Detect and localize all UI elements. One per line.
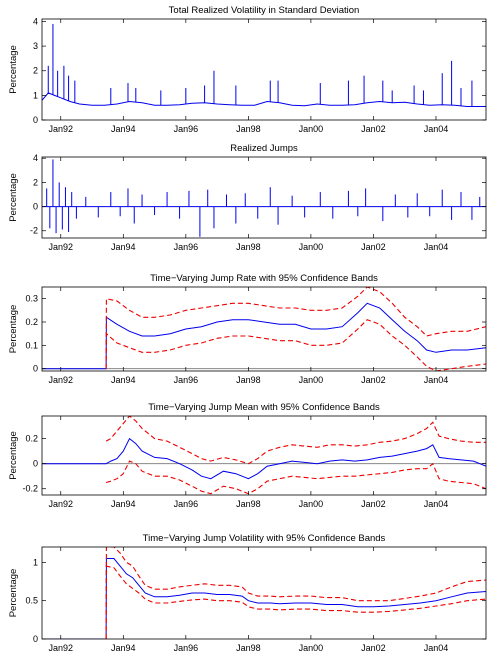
x-tick-label: Jan98 bbox=[236, 375, 261, 385]
y-tick-label: 1 bbox=[33, 557, 38, 567]
x-tick-label: Jan92 bbox=[48, 375, 73, 385]
x-tick-label: Jan94 bbox=[111, 499, 136, 509]
plot-frame bbox=[41, 286, 487, 372]
x-tick-label: Jan98 bbox=[236, 242, 261, 252]
y-tick-label: 0.5 bbox=[25, 596, 38, 606]
y-tick-label: 0.3 bbox=[25, 294, 38, 304]
chart-panel-1: Total Realized Volatility in Standard De… bbox=[8, 5, 487, 134]
chart-panel-2: Realized Jumps Percentage Jan92 Jan94 Jan96 J… bbox=[8, 143, 487, 252]
x-tick-label: Jan02 bbox=[361, 499, 386, 509]
chart-panel-4: Time−Varying Jump Mean with 95% Confiden… bbox=[8, 402, 487, 509]
chart-title: Time−Varying Jump Rate with 95% Confiden… bbox=[150, 273, 378, 284]
series-line bbox=[42, 437, 486, 480]
x-tick-label: Jan02 bbox=[361, 242, 386, 252]
x-tick-label: Jan98 bbox=[236, 124, 261, 134]
series-line bbox=[42, 302, 486, 370]
x-tick-label: Jan94 bbox=[111, 375, 136, 385]
x-tick-label: Jan94 bbox=[111, 124, 136, 134]
y-tick-label: 0.2 bbox=[25, 434, 38, 444]
plot-area bbox=[42, 159, 486, 237]
y-tick-label: 0 bbox=[33, 202, 38, 212]
x-tick-label: Jan04 bbox=[424, 375, 449, 385]
x-tick-label: Jan00 bbox=[299, 375, 324, 385]
y-axis-label: Percentage bbox=[8, 173, 19, 222]
plot-frame bbox=[41, 156, 487, 239]
y-axis-label: Percentage bbox=[8, 569, 19, 618]
x-tick-label: Jan02 bbox=[361, 375, 386, 385]
confidence-band-line bbox=[105, 547, 486, 639]
chart-title: Time−Varying Jump Mean with 95% Confiden… bbox=[148, 402, 380, 413]
y-tick-label: 2 bbox=[33, 177, 38, 187]
x-tick-label: Jan96 bbox=[174, 242, 199, 252]
x-tick-label: Jan92 bbox=[48, 643, 73, 653]
y-axis-label: Percentage bbox=[8, 45, 19, 94]
x-tick-label: Jan92 bbox=[48, 499, 73, 509]
y-tick-label: 0 bbox=[33, 634, 38, 644]
plot-frame bbox=[41, 546, 487, 640]
x-tick-label: Jan04 bbox=[424, 242, 449, 252]
chart-panel-5: Time−Varying Jump Volatility with 95% Co… bbox=[8, 533, 487, 653]
y-tick-label: 1 bbox=[33, 90, 38, 100]
y-tick-label: 0 bbox=[33, 115, 38, 125]
series-line bbox=[42, 558, 486, 639]
plot-area bbox=[42, 23, 486, 107]
x-tick-label: Jan94 bbox=[111, 643, 136, 653]
x-tick-label: Jan00 bbox=[299, 124, 324, 134]
chart-title: Realized Jumps bbox=[230, 143, 298, 154]
x-tick-label: Jan96 bbox=[174, 499, 199, 509]
plot-area bbox=[42, 287, 486, 371]
plot-frame bbox=[41, 18, 487, 121]
x-tick-label: Jan02 bbox=[361, 124, 386, 134]
x-tick-label: Jan98 bbox=[236, 643, 261, 653]
series-line bbox=[42, 92, 486, 107]
x-tick-label: Jan02 bbox=[361, 643, 386, 653]
y-tick-label: -2 bbox=[30, 226, 38, 236]
y-tick-label: 2 bbox=[33, 66, 38, 76]
plot-area bbox=[42, 416, 486, 495]
y-tick-label: 0 bbox=[33, 459, 38, 469]
y-tick-label: 3 bbox=[33, 41, 38, 51]
x-tick-label: Jan96 bbox=[174, 643, 199, 653]
x-tick-label: Jan98 bbox=[236, 499, 261, 509]
x-tick-label: Jan92 bbox=[48, 124, 73, 134]
x-tick-label: Jan00 bbox=[299, 242, 324, 252]
y-tick-label: -0.2 bbox=[22, 484, 38, 494]
y-tick-label: 0.2 bbox=[25, 317, 38, 327]
x-tick-label: Jan04 bbox=[424, 643, 449, 653]
x-tick-label: Jan04 bbox=[424, 124, 449, 134]
chart-title: Time−Varying Jump Volatility with 95% Co… bbox=[143, 533, 386, 544]
confidence-band-line bbox=[105, 416, 486, 465]
x-tick-label: Jan92 bbox=[48, 242, 73, 252]
x-tick-label: Jan00 bbox=[299, 499, 324, 509]
plot-frame bbox=[41, 415, 487, 496]
chart-panel-3: Time−Varying Jump Rate with 95% Confiden… bbox=[8, 273, 487, 385]
confidence-band-line bbox=[105, 460, 486, 495]
y-tick-label: 4 bbox=[33, 16, 38, 26]
y-axis-label: Percentage bbox=[8, 305, 19, 354]
x-tick-label: Jan94 bbox=[111, 242, 136, 252]
chart-title: Total Realized Volatility in Standard De… bbox=[169, 5, 360, 16]
x-tick-label: Jan00 bbox=[299, 643, 324, 653]
x-tick-label: Jan96 bbox=[174, 124, 199, 134]
y-axis-label: Percentage bbox=[8, 431, 19, 480]
x-tick-label: Jan96 bbox=[174, 375, 199, 385]
y-tick-label: 0 bbox=[33, 364, 38, 374]
x-tick-label: Jan04 bbox=[424, 499, 449, 509]
confidence-band-line bbox=[105, 319, 486, 371]
plot-area bbox=[42, 547, 486, 639]
y-tick-label: 4 bbox=[33, 153, 38, 163]
confidence-band-line bbox=[105, 287, 486, 369]
y-tick-label: 0.1 bbox=[25, 340, 38, 350]
